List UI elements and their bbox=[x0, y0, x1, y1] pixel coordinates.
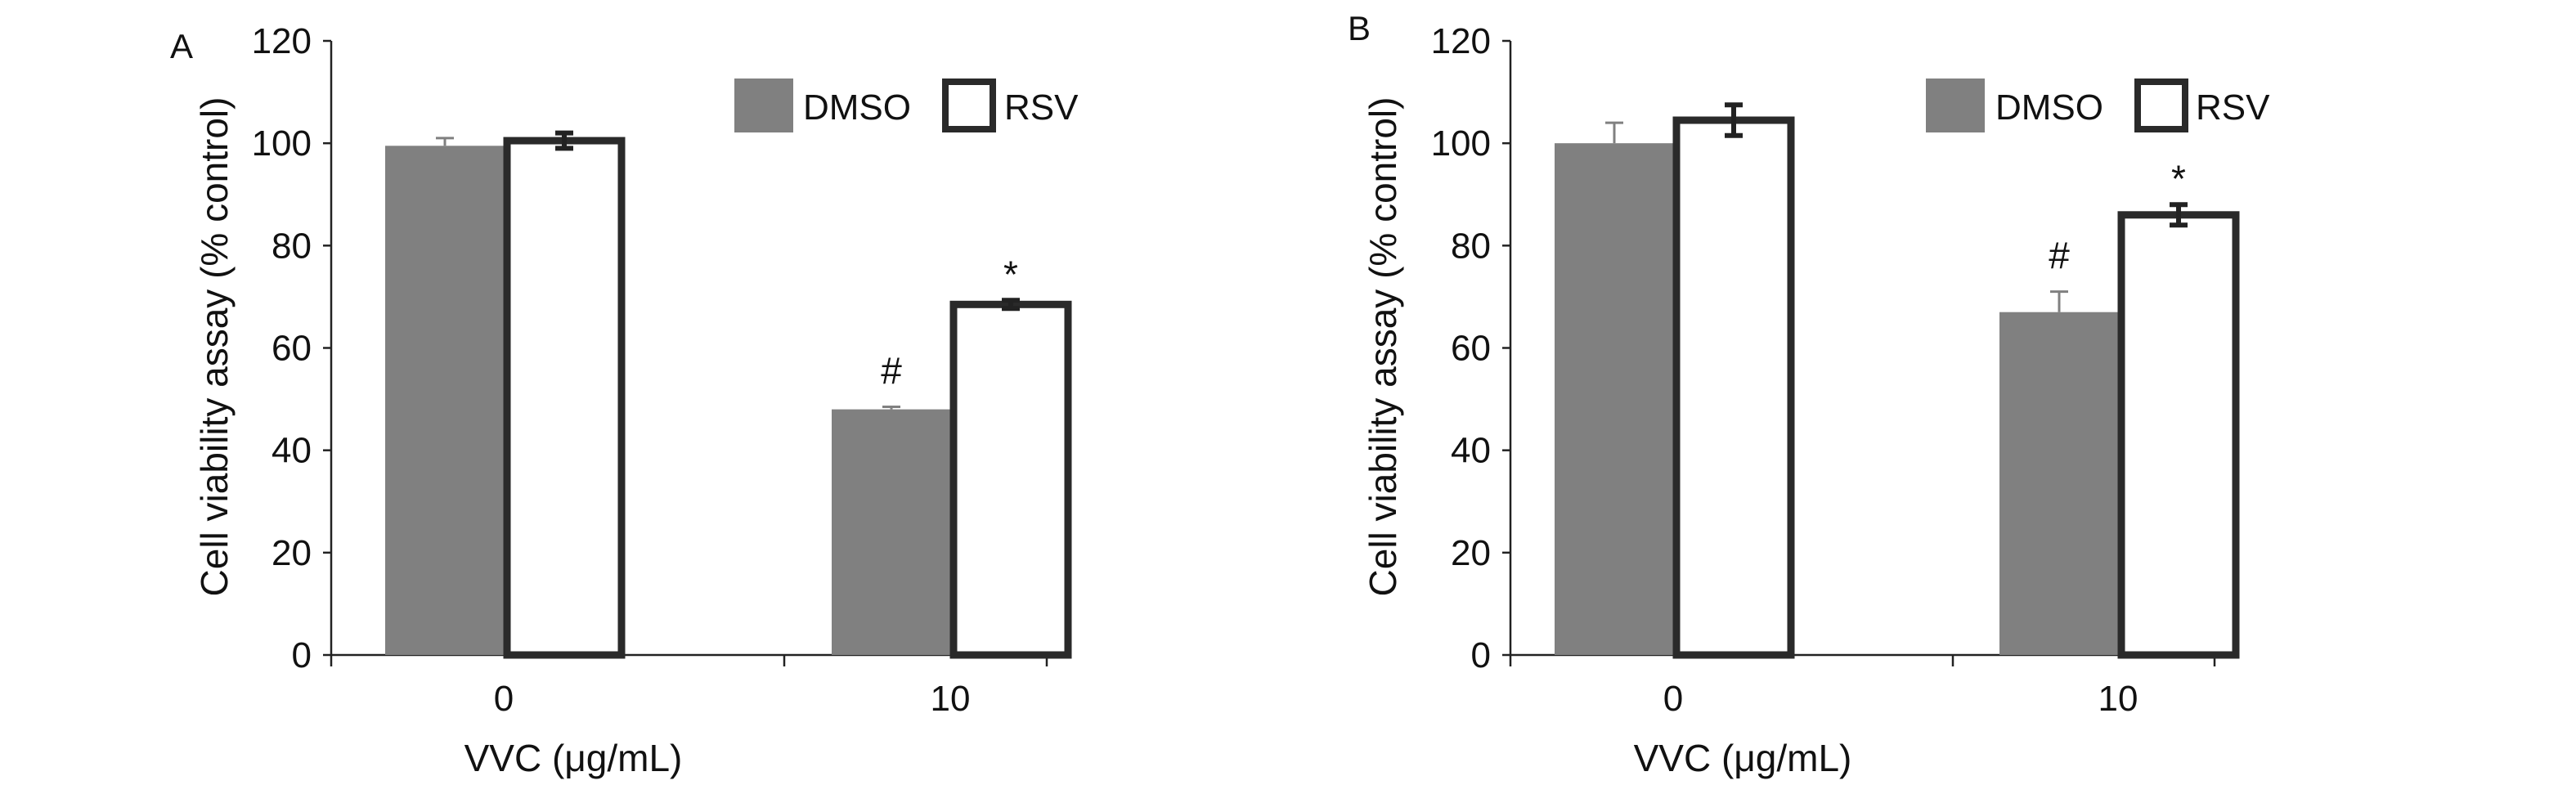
y-tick-label: 40 bbox=[1451, 431, 1491, 471]
y-tick-label: 120 bbox=[1431, 21, 1491, 61]
y-tick-label: 80 bbox=[1451, 226, 1491, 266]
x-tick-label: 10 bbox=[2098, 679, 2138, 719]
chart-panel-b: 0 20 40 60 80 100 120 0 10 # * B Cell viability as… bbox=[1288, 0, 2576, 794]
bar-rsv-0 bbox=[1672, 116, 1795, 659]
y-tick-label: 120 bbox=[252, 21, 312, 61]
chart-a-legend-dmso-label: DMSO bbox=[803, 87, 911, 128]
y-tick-label: 60 bbox=[1451, 329, 1491, 369]
bar-rsv-10 bbox=[949, 300, 1072, 659]
bar-dmso-10 bbox=[1999, 312, 2119, 655]
chart-a-legend-rsv-label: RSV bbox=[1004, 87, 1079, 128]
panel-label-a: A bbox=[170, 27, 194, 65]
y-tick-label: 80 bbox=[272, 226, 312, 266]
chart-b-plot: 0 20 40 60 80 100 120 0 10 # * bbox=[1431, 21, 2240, 719]
legend-swatch-rsv bbox=[942, 79, 996, 132]
y-tick-label: 60 bbox=[272, 329, 312, 369]
y-tick-label: 100 bbox=[252, 123, 312, 164]
chart-b-legend-dmso-label: DMSO bbox=[1995, 87, 2103, 128]
significance-marker-hash: # bbox=[2049, 235, 2070, 277]
x-tick-label: 0 bbox=[494, 679, 514, 719]
bar-rsv-0 bbox=[503, 137, 626, 659]
y-tick-label: 100 bbox=[1431, 123, 1491, 164]
x-tick-label: 0 bbox=[1663, 679, 1683, 719]
bar-rsv-10 bbox=[2117, 211, 2240, 659]
y-tick-label: 40 bbox=[272, 431, 312, 471]
chart-a-y-axis-label: Cell viability assay (% control) bbox=[193, 96, 236, 597]
chart-b-y-axis-label: Cell viability assay (% control) bbox=[1362, 96, 1404, 597]
bar-dmso-10 bbox=[832, 409, 951, 655]
legend-swatch-rsv bbox=[2134, 79, 2188, 132]
legend-swatch-dmso bbox=[734, 79, 793, 132]
significance-marker-asterisk: * bbox=[1003, 253, 1018, 295]
chart-a-plot: 0 20 40 60 80 100 120 0 10 # * bbox=[252, 21, 1072, 719]
significance-marker-hash: # bbox=[881, 349, 902, 392]
chart-panel-a: 0 20 40 60 80 100 120 0 10 # * A Cell viability as… bbox=[170, 21, 1079, 779]
x-tick-label: 10 bbox=[931, 679, 971, 719]
y-tick-label: 20 bbox=[272, 533, 312, 573]
legend-swatch-dmso bbox=[1926, 79, 1985, 132]
y-tick-label: 0 bbox=[1471, 635, 1491, 675]
bar-dmso-0 bbox=[1555, 143, 1674, 655]
chart-b-x-axis-label: VVC (μg/mL) bbox=[1633, 737, 1852, 779]
chart-a-x-axis-label: VVC (μg/mL) bbox=[464, 737, 683, 779]
y-tick-label: 0 bbox=[292, 635, 312, 675]
chart-b-legend-rsv-label: RSV bbox=[2196, 87, 2270, 128]
bar-dmso-0 bbox=[385, 146, 505, 655]
y-tick-label: 20 bbox=[1451, 533, 1491, 573]
panel-label-b: B bbox=[1348, 9, 1371, 47]
significance-marker-asterisk: * bbox=[2171, 157, 2186, 200]
